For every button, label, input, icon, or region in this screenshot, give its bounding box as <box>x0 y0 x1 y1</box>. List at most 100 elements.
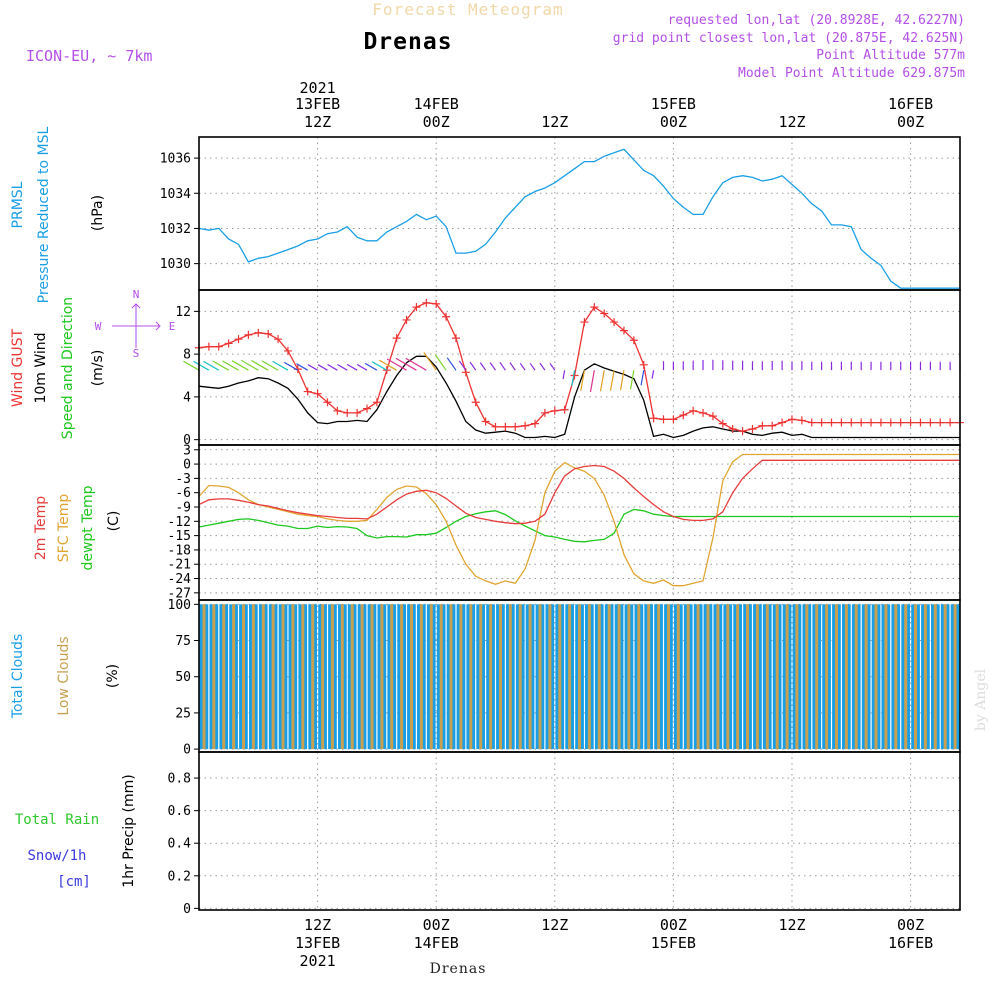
low-cloud-bar <box>607 604 611 750</box>
wind-gust-marker <box>629 336 638 345</box>
wind-gust-marker <box>343 408 352 417</box>
wind-gust-marker <box>422 298 431 307</box>
low-cloud-bar <box>578 604 581 750</box>
y-tick-label: -15 <box>168 529 191 544</box>
wind-gust-marker <box>936 418 945 427</box>
wind-direction-arrow <box>193 360 210 371</box>
low-cloud-bar <box>696 604 700 750</box>
y-tick-label: 1032 <box>160 222 191 237</box>
y-tick-label: -3 <box>175 472 191 487</box>
wind-gust-marker <box>363 404 372 413</box>
y-tick-label: 100 <box>168 598 191 613</box>
precip-unit-label: 1hr Precip (mm) <box>121 774 137 887</box>
wind-gust-marker <box>412 303 421 312</box>
wind-gust-marker <box>906 418 915 427</box>
low-cloud-bar <box>775 604 779 750</box>
y-tick-label: 1036 <box>160 152 191 167</box>
wind-speed-direction-label: Speed and Direction <box>60 297 76 439</box>
wind-gust-marker <box>254 328 263 337</box>
y-tick-label: 50 <box>175 670 191 685</box>
model-altitude: Model Point Altitude 629.875m <box>738 66 965 81</box>
wind-direction-arrow <box>589 370 595 393</box>
low-cloud-bar <box>558 604 562 750</box>
wind-gust-marker <box>847 418 856 427</box>
low-cloud-bar <box>933 604 937 750</box>
prmsl-label: PRMSL <box>10 181 26 228</box>
top-hour-label: 00Z <box>897 113 924 131</box>
sfc-temp-line <box>198 453 960 587</box>
low-cloud-bar <box>459 604 463 750</box>
wind-direction-arrow <box>549 362 556 371</box>
wind-direction-arrow <box>364 362 378 371</box>
low-cloud-bar <box>904 604 908 750</box>
low-cloud-bar <box>815 604 819 750</box>
low-cloud-bar <box>884 604 888 750</box>
wind-gust-marker <box>244 330 253 339</box>
wind-direction-arrow <box>509 362 516 371</box>
low-cloud-bar <box>232 604 236 750</box>
wind-gust-marker <box>234 335 243 344</box>
wind-direction-arrow <box>317 364 328 371</box>
low-cloud-bar <box>923 604 927 750</box>
wind-direction-arrow <box>183 360 200 371</box>
wind-direction-arrow <box>405 357 427 371</box>
bottom-date-label: 15FEB <box>651 934 696 952</box>
low-cloud-bar <box>380 604 384 750</box>
wind-gust-marker <box>283 346 292 355</box>
bottom-hour-label: 12Z <box>304 916 331 934</box>
pressure-label: Pressure Reduced to MSL <box>36 126 52 303</box>
wind-gust-marker <box>876 418 885 427</box>
wind-direction-arrow <box>356 363 368 371</box>
wind-gust-marker <box>659 415 668 424</box>
low-cloud-bar <box>469 604 473 750</box>
low-cloud-bar <box>943 604 947 750</box>
bottom-hour-label: 00Z <box>423 916 450 934</box>
compass-south: S <box>133 347 140 360</box>
low-cloud-bar <box>657 604 661 750</box>
bottom-date-label: 13FEB <box>295 934 340 952</box>
wind-gust-marker <box>886 418 895 427</box>
low-cloud-bar <box>844 604 848 750</box>
wind-direction-arrow <box>539 362 546 371</box>
wind-speed-line <box>198 355 960 439</box>
wind-direction-arrow <box>423 352 437 371</box>
top-hour-label: 12Z <box>778 113 805 131</box>
wind-gust-marker <box>264 329 273 338</box>
wind-gust-marker <box>610 318 619 327</box>
wind-direction-arrow <box>272 360 289 371</box>
wind-direction-arrow <box>337 363 348 371</box>
y-tick-label: -27 <box>168 586 191 601</box>
low-cloud-bar <box>439 604 443 750</box>
wind-gust-marker <box>669 415 678 424</box>
wind-gust-marker <box>778 418 787 427</box>
wind-direction-arrow <box>629 370 635 390</box>
wind-direction-arrow <box>609 370 615 391</box>
wind-direction-arrow <box>212 360 229 371</box>
low-cloud-bar <box>755 604 759 750</box>
low-cloud-bar <box>202 604 206 750</box>
low-cloud-bar <box>548 604 552 750</box>
dewpoint-label: dewpt Temp <box>80 485 96 570</box>
wind-gust-marker <box>926 418 935 427</box>
wind-direction-arrow <box>231 360 249 371</box>
wind-gust-marker <box>550 406 559 415</box>
bottom-hour-label: 12Z <box>541 916 568 934</box>
top-year-label: 2021 <box>300 79 336 97</box>
y-tick-label: 1030 <box>160 257 191 272</box>
y-tick-label: -9 <box>175 501 191 516</box>
y-tick-label: 0 <box>183 458 191 473</box>
wind-direction-arrow <box>434 354 447 371</box>
wind-gust-marker <box>540 408 549 417</box>
temp-unit-label: (C) <box>106 511 122 532</box>
y-tick-label: 0 <box>183 743 191 758</box>
wind-gust-marker <box>639 360 648 369</box>
wind-gust-marker <box>787 415 796 424</box>
wind-gust-marker <box>708 412 717 421</box>
low-cloud-bar <box>261 604 265 750</box>
top-hour-label: 00Z <box>423 113 450 131</box>
wind-gust-marker <box>827 418 836 427</box>
total-clouds-label: Total Clouds <box>10 634 26 719</box>
y-tick-label: 0 <box>183 902 191 917</box>
wind-gust-marker <box>402 315 411 324</box>
bottom-date-label: 14FEB <box>414 934 459 952</box>
